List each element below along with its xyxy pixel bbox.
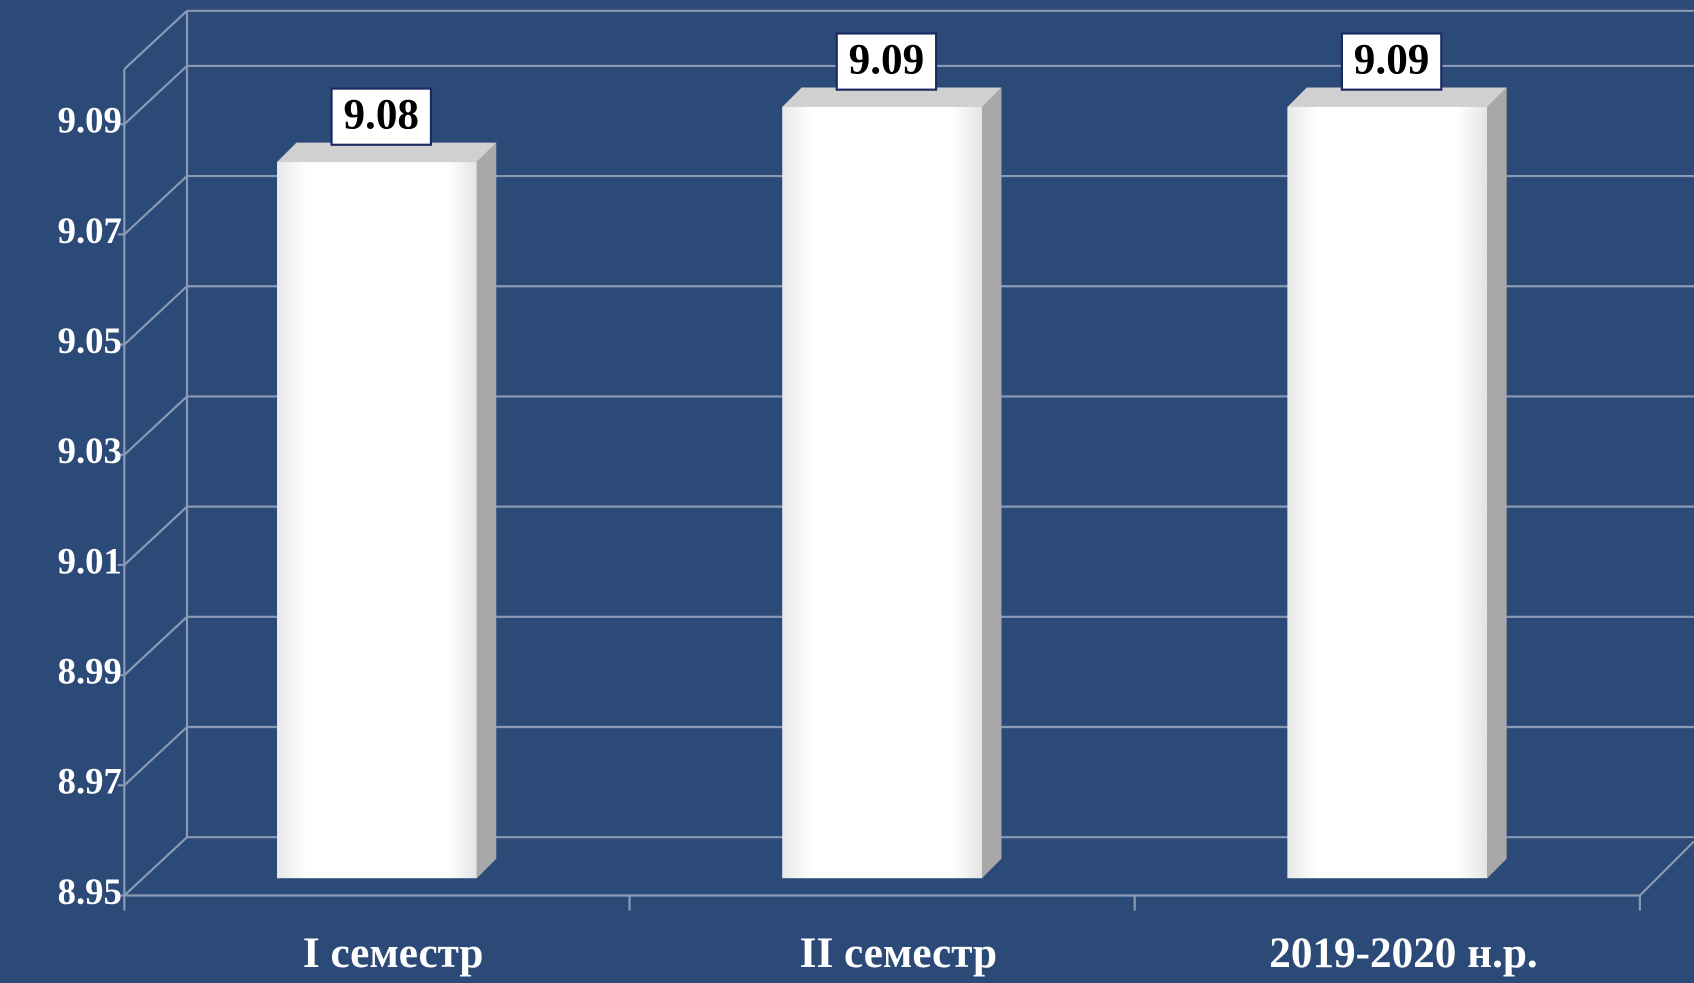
bar [782, 106, 983, 879]
value-label-box [1340, 32, 1443, 91]
value-label: 9.09 [1354, 37, 1430, 84]
bar-side [1487, 87, 1507, 879]
grid-line [123, 616, 188, 676]
y-tick-label: 8.97 [58, 761, 122, 802]
bar-top [782, 87, 1002, 107]
grid-line [123, 395, 188, 456]
y-tick-label: 9.03 [58, 430, 122, 471]
bar-side [982, 87, 1002, 879]
y-tick-label: 8.99 [58, 651, 122, 692]
grid-line [123, 836, 188, 897]
bar [277, 162, 477, 879]
grid-line [123, 285, 188, 346]
bar-side [476, 142, 497, 879]
bar [1287, 106, 1488, 879]
x-tick-label: I семестр [303, 930, 484, 977]
x-tick-label: II семестр [800, 930, 997, 977]
y-tick-label: 9.07 [58, 210, 122, 251]
y-tick-label: 9.01 [58, 540, 122, 581]
y-tick-label: 9.09 [58, 100, 122, 141]
grid-line [123, 726, 188, 787]
bar-top [1287, 87, 1507, 107]
y-tick-label: 8.95 [58, 871, 122, 912]
bar-top [277, 142, 497, 163]
floor-edge [1639, 840, 1694, 897]
value-label: 9.09 [849, 37, 925, 84]
value-label: 9.08 [343, 92, 419, 139]
x-tick-label: 2019-2020 н.р. [1269, 930, 1537, 977]
grid-line [123, 505, 188, 566]
value-label-box [835, 32, 938, 91]
value-label-box [330, 87, 433, 146]
wall-edge [123, 10, 188, 70]
grid-line [123, 175, 188, 236]
grid-line [123, 65, 188, 126]
y-tick-label: 9.05 [58, 320, 122, 361]
